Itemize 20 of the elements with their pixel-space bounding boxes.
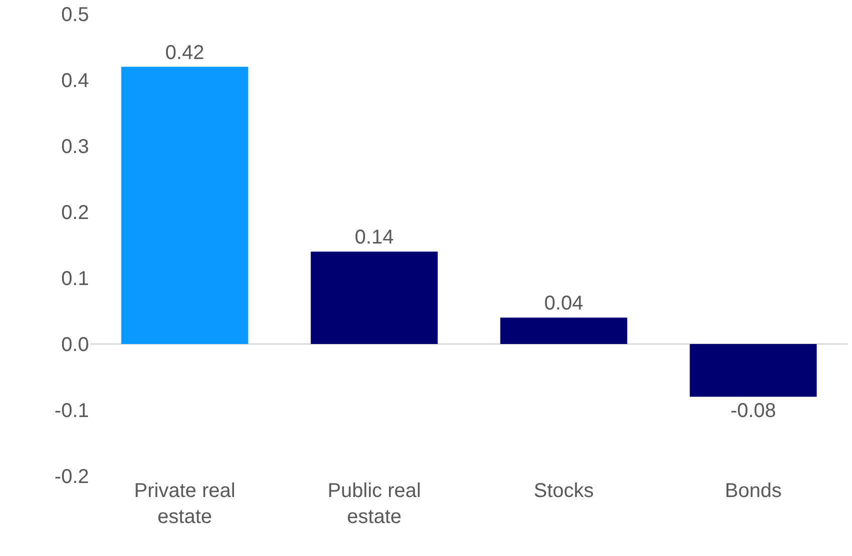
bar — [690, 344, 817, 397]
bar — [310, 252, 438, 344]
y-tick-label: 0.1 — [61, 268, 89, 290]
bar — [121, 66, 248, 344]
data-label: 0.04 — [544, 292, 584, 315]
data-label: -0.08 — [730, 400, 776, 422]
data-label: 0.14 — [354, 226, 394, 249]
x-tick-label: Private real estate — [134, 480, 236, 528]
x-tick-label: Public real estate — [328, 480, 421, 528]
y-tick-label: 0.2 — [61, 202, 89, 224]
x-tick-label: Bonds — [724, 480, 782, 502]
y-tick-label: 0.3 — [61, 136, 89, 158]
y-tick-label: 0.5 — [61, 4, 89, 26]
y-tick-label: -0.1 — [54, 400, 89, 422]
y-tick-label: 0.4 — [61, 70, 89, 92]
data-label: 0.42 — [165, 42, 204, 64]
y-tick-label: -0.2 — [54, 466, 89, 488]
x-tick-label: Stocks — [534, 480, 594, 502]
bar — [500, 318, 628, 344]
y-tick-label: 0.0 — [61, 334, 89, 356]
